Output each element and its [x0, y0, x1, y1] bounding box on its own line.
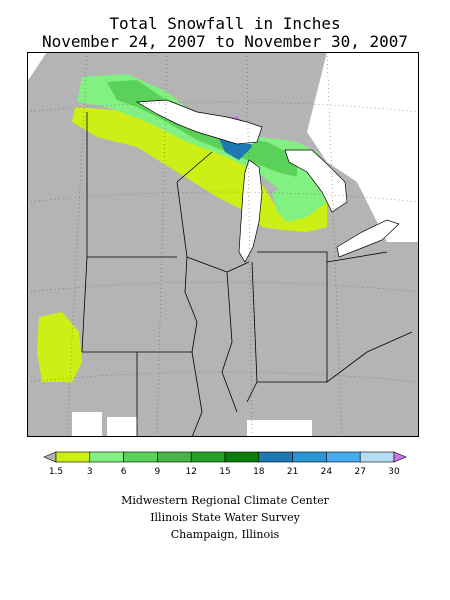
- unshaded-area-1: [72, 412, 102, 437]
- legend-swatch: [326, 451, 361, 463]
- legend-tick-label: 18: [253, 467, 265, 477]
- legend-tick-label: 12: [185, 467, 196, 477]
- legend-swatch: [157, 451, 192, 463]
- legend-swatch: [224, 451, 260, 463]
- legend-tick-label: 3: [87, 467, 93, 477]
- credit-survey: Illinois State Water Survey: [150, 511, 300, 524]
- unshaded-area-3: [247, 420, 312, 437]
- legend-swatch: [359, 451, 395, 463]
- map-title: Total Snowfall in Inches: [109, 14, 341, 33]
- legend-swatch: [55, 451, 91, 463]
- lake-erie: [336, 219, 400, 258]
- legend-swatch: [89, 451, 124, 463]
- unshaded-area-2: [107, 417, 137, 437]
- snowfall-legend: 1.5 3 6 9 12 15 18 21 24 27 30: [43, 451, 407, 477]
- legend-tick-label: 9: [155, 467, 161, 477]
- legend-swatch: [393, 451, 407, 463]
- graticule: [27, 52, 419, 437]
- legend-swatch: [190, 451, 226, 463]
- map-frame: [27, 52, 419, 437]
- legend-tick-label: 1.5: [49, 467, 63, 477]
- legend-swatch: [123, 451, 158, 463]
- legend-tick-label: 27: [354, 467, 365, 477]
- canada-unshaded: [307, 52, 419, 242]
- credit-center: Midwestern Regional Climate Center: [121, 494, 329, 507]
- legend-swatch: [258, 451, 293, 463]
- legend-tick-label: 30: [388, 467, 400, 477]
- snow-lower-michigan-green: [272, 177, 327, 222]
- map-date-range: November 24, 2007 to November 30, 2007: [41, 32, 409, 51]
- legend-tick-label: 15: [219, 467, 230, 477]
- legend-tick-label: 21: [287, 467, 298, 477]
- legend-tick-label: 24: [321, 467, 333, 477]
- credit-location: Champaign, Illinois: [170, 528, 280, 541]
- legend-swatch: [43, 451, 57, 463]
- lake-huron: [284, 149, 348, 213]
- snow-3-6-north-band: [72, 107, 282, 227]
- lake-superior: [135, 99, 263, 145]
- legend-tick-label: 6: [121, 467, 127, 477]
- snowfall-map: [27, 52, 419, 437]
- lake-michigan: [238, 159, 263, 263]
- legend-swatch: [292, 451, 327, 463]
- state-borders: [81, 112, 413, 437]
